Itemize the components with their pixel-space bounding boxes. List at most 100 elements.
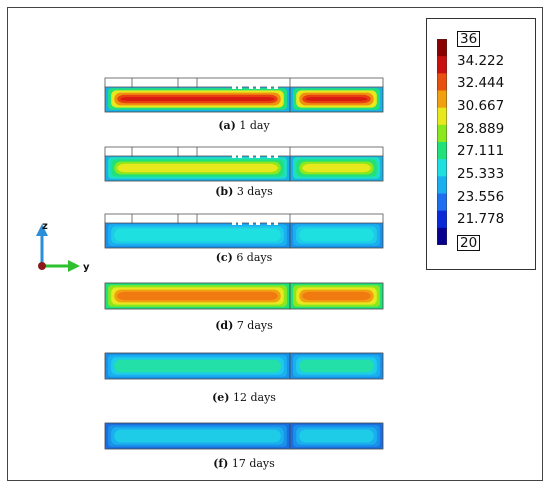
- contour-band: [117, 291, 278, 301]
- contour-band: [305, 97, 368, 101]
- contour-band: [302, 163, 371, 173]
- caption-d-tag: (d): [215, 319, 234, 332]
- caption-d: (d) 7 days: [104, 319, 384, 332]
- colorbar-segment: [437, 142, 447, 160]
- caption-f: (f) 17 days: [104, 457, 384, 470]
- legend-tick-label: 25.333: [457, 166, 505, 182]
- colorbar-segment: [437, 210, 447, 229]
- caption-b-label: 3 days: [236, 185, 273, 198]
- contour-block-e-1: [104, 352, 291, 380]
- colorbar-segment: [437, 39, 447, 57]
- surface-notch: [238, 220, 242, 225]
- legend-tick-label: 34.222: [457, 52, 505, 69]
- colorbar-segment: [437, 73, 447, 91]
- x-axis-origin-dot: [38, 262, 46, 270]
- caption-c: (c) 6 days: [104, 251, 384, 264]
- caption-e-label: 12 days: [232, 391, 276, 404]
- surface-notch: [249, 84, 253, 89]
- panel-d-contour: [104, 282, 384, 310]
- contour-block-f-2: [289, 422, 384, 450]
- z-axis-label: z: [42, 221, 48, 232]
- panel-c-contour: [104, 212, 384, 250]
- contour-block-e-2: [289, 352, 384, 380]
- panel-e-contour: [104, 352, 384, 380]
- colorbar-segment: [437, 159, 447, 177]
- legend-max-label: 36: [457, 31, 481, 47]
- contour-slab-d: [104, 282, 384, 310]
- surface-notch: [267, 84, 271, 89]
- z-axis-arrowhead: [36, 224, 48, 236]
- legend-tick-label: 21.778: [457, 211, 505, 228]
- colorbar-segment: [437, 176, 447, 194]
- caption-c-label: 6 days: [236, 251, 273, 264]
- contour-band: [114, 228, 281, 242]
- contour-block-c-2: [289, 221, 384, 249]
- surface-notch: [238, 153, 242, 158]
- surface-notch: [256, 220, 260, 225]
- slab-outline: [289, 422, 384, 450]
- caption-f-tag: (f): [213, 457, 229, 470]
- legend-tick-label: 27.111: [457, 143, 505, 160]
- contour-band: [299, 429, 374, 443]
- top-frame: [104, 213, 384, 224]
- caption-a-label: 1 day: [239, 119, 270, 132]
- contour-band: [299, 228, 374, 242]
- caption-c-tag: (c): [215, 251, 233, 264]
- axis-triad-icon: z y: [36, 221, 90, 273]
- legend-tick-label: 28.889: [457, 120, 505, 137]
- contour-band: [114, 429, 281, 443]
- surface-notch: [274, 220, 278, 225]
- contour-block-f-1: [104, 422, 291, 450]
- surface-notch: [274, 153, 278, 158]
- contour-band: [302, 291, 371, 301]
- surface-notch: [267, 153, 271, 158]
- top-frame: [104, 77, 384, 88]
- legend-min-label: 20: [457, 235, 481, 251]
- contour-slab-c: [104, 213, 384, 249]
- contour-slab-b: [104, 146, 384, 182]
- caption-a: (a) 1 day: [104, 119, 384, 132]
- panel-a-contour: [104, 76, 384, 114]
- surface-notch: [232, 220, 236, 225]
- caption-a-tag: (a): [218, 119, 236, 132]
- surface-notch: [274, 84, 278, 89]
- slab-outline: [289, 282, 384, 310]
- contour-band: [117, 163, 278, 173]
- legend-tick-label: 32.444: [457, 75, 505, 92]
- y-axis-arrowhead: [68, 260, 80, 272]
- caption-b: (b) 3 days: [104, 185, 384, 198]
- temperature-legend: 36 34.222 32.444 30.667 28.889 27.111 25…: [426, 18, 536, 270]
- caption-b-tag: (b): [215, 185, 234, 198]
- contour-band: [299, 359, 374, 373]
- colorbar-segment: [437, 124, 447, 143]
- colorbar-segment: [437, 107, 447, 126]
- caption-d-label: 7 days: [236, 319, 273, 332]
- panel-b-contour: [104, 145, 384, 183]
- contour-block-d-2: [289, 282, 384, 310]
- surface-notch: [238, 84, 242, 89]
- contour-slab-a: [104, 77, 384, 113]
- contour-block-d-1: [104, 282, 291, 310]
- contour-block-a-1: [104, 85, 291, 113]
- surface-notch: [249, 153, 253, 158]
- contour-block-a-2: [289, 85, 384, 113]
- colorbar-segment: [437, 56, 447, 74]
- contour-slab-e: [104, 352, 384, 380]
- contour-block-b-1: [104, 154, 291, 182]
- legend-tick-label: 30.667: [457, 98, 505, 114]
- surface-notch: [249, 220, 253, 225]
- panel-f-contour: [104, 422, 384, 450]
- contour-slab-f: [104, 422, 384, 450]
- legend-tick-label: 23.556: [457, 188, 505, 205]
- colorbar-segment: [437, 227, 447, 245]
- contour-block-b-2: [289, 154, 384, 182]
- contour-block-c-1: [104, 221, 291, 249]
- slab-outline: [289, 352, 384, 380]
- surface-notch: [232, 84, 236, 89]
- surface-notch: [256, 153, 260, 158]
- surface-notch: [232, 153, 236, 158]
- contour-band: [120, 97, 275, 101]
- top-frame: [104, 146, 384, 157]
- colorbar-segment: [437, 90, 447, 109]
- caption-e: (e) 12 days: [104, 391, 384, 404]
